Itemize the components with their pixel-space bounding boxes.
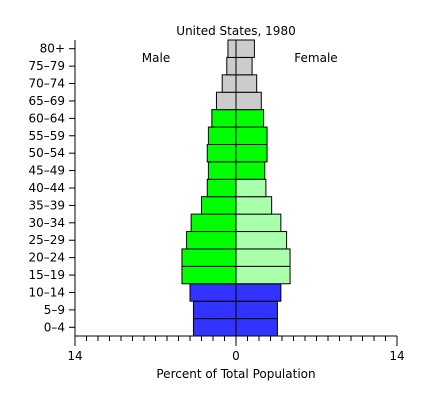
legend-male-label: Male (142, 51, 170, 65)
bar-male-15 (226, 56, 237, 76)
bar-female-16 (235, 39, 255, 58)
bar-female-2 (235, 283, 282, 302)
x-tick-label-2: 14 (389, 349, 404, 363)
x-axis: 14 0 14 (67, 336, 405, 363)
y-tick-label-12: 60–64 (28, 111, 65, 125)
y-tick-label-4: 20–24 (28, 251, 65, 265)
bar-female-15 (235, 56, 253, 76)
bar-male-1 (192, 300, 237, 320)
bar-male-7 (201, 196, 237, 215)
bar-male-2 (189, 283, 237, 302)
y-tick-label-15: 75–79 (28, 59, 65, 73)
bars-group (181, 39, 291, 337)
y-tick-label-8: 40–44 (28, 181, 65, 195)
y-tick-label-5: 25–29 (28, 233, 65, 247)
y-tick-label-1: 5–9 (44, 303, 65, 317)
bar-female-13 (235, 91, 262, 111)
y-tick-label-3: 15–19 (28, 268, 65, 282)
x-tick-label-0: 14 (67, 349, 82, 363)
bar-female-3 (235, 265, 291, 285)
bar-female-8 (235, 178, 267, 198)
bar-male-4 (181, 248, 237, 267)
bar-male-16 (227, 39, 237, 58)
bar-female-9 (235, 161, 266, 180)
chart-title: United States, 1980 (176, 24, 295, 38)
bar-female-14 (235, 74, 258, 93)
y-tick-label-10: 50–54 (28, 146, 65, 160)
bar-male-10 (206, 143, 237, 163)
y-tick-label-11: 55–59 (28, 129, 65, 143)
y-tick-label-0: 0–4 (44, 320, 65, 334)
bar-male-6 (190, 213, 237, 233)
y-tick-label-9: 45–49 (28, 164, 65, 178)
bar-female-10 (235, 143, 268, 163)
y-tick-label-7: 35–39 (28, 198, 65, 212)
bar-male-8 (206, 178, 237, 198)
x-axis-title: Percent of Total Population (156, 367, 315, 381)
x-tick-label-1: 0 (232, 349, 240, 363)
bar-male-12 (211, 109, 237, 128)
bar-male-11 (207, 126, 237, 145)
bar-male-5 (186, 231, 237, 250)
bar-female-5 (235, 231, 288, 250)
bar-female-11 (235, 126, 268, 145)
bar-male-9 (207, 161, 237, 180)
y-tick-label-2: 10–14 (28, 285, 65, 299)
bar-male-14 (221, 74, 237, 93)
y-axis: 0–4 5–9 10–14 15–19 20–24 25–29 30–34 35–39 40–4… (28, 42, 75, 334)
bar-female-7 (235, 196, 273, 215)
bar-female-0 (235, 318, 278, 337)
y-tick-label-13: 65–69 (28, 94, 65, 108)
y-tick-label-6: 30–34 (28, 216, 65, 230)
bar-female-4 (235, 248, 291, 267)
bar-female-12 (235, 109, 265, 128)
bar-female-6 (235, 213, 282, 233)
y-tick-label-14: 70–74 (28, 77, 65, 91)
y-tick-label-16: 80+ (40, 42, 65, 56)
bar-male-3 (181, 265, 237, 285)
bar-male-0 (192, 318, 237, 337)
bar-female-1 (235, 300, 278, 320)
bar-male-13 (215, 91, 237, 111)
legend-female-label: Female (294, 51, 337, 65)
